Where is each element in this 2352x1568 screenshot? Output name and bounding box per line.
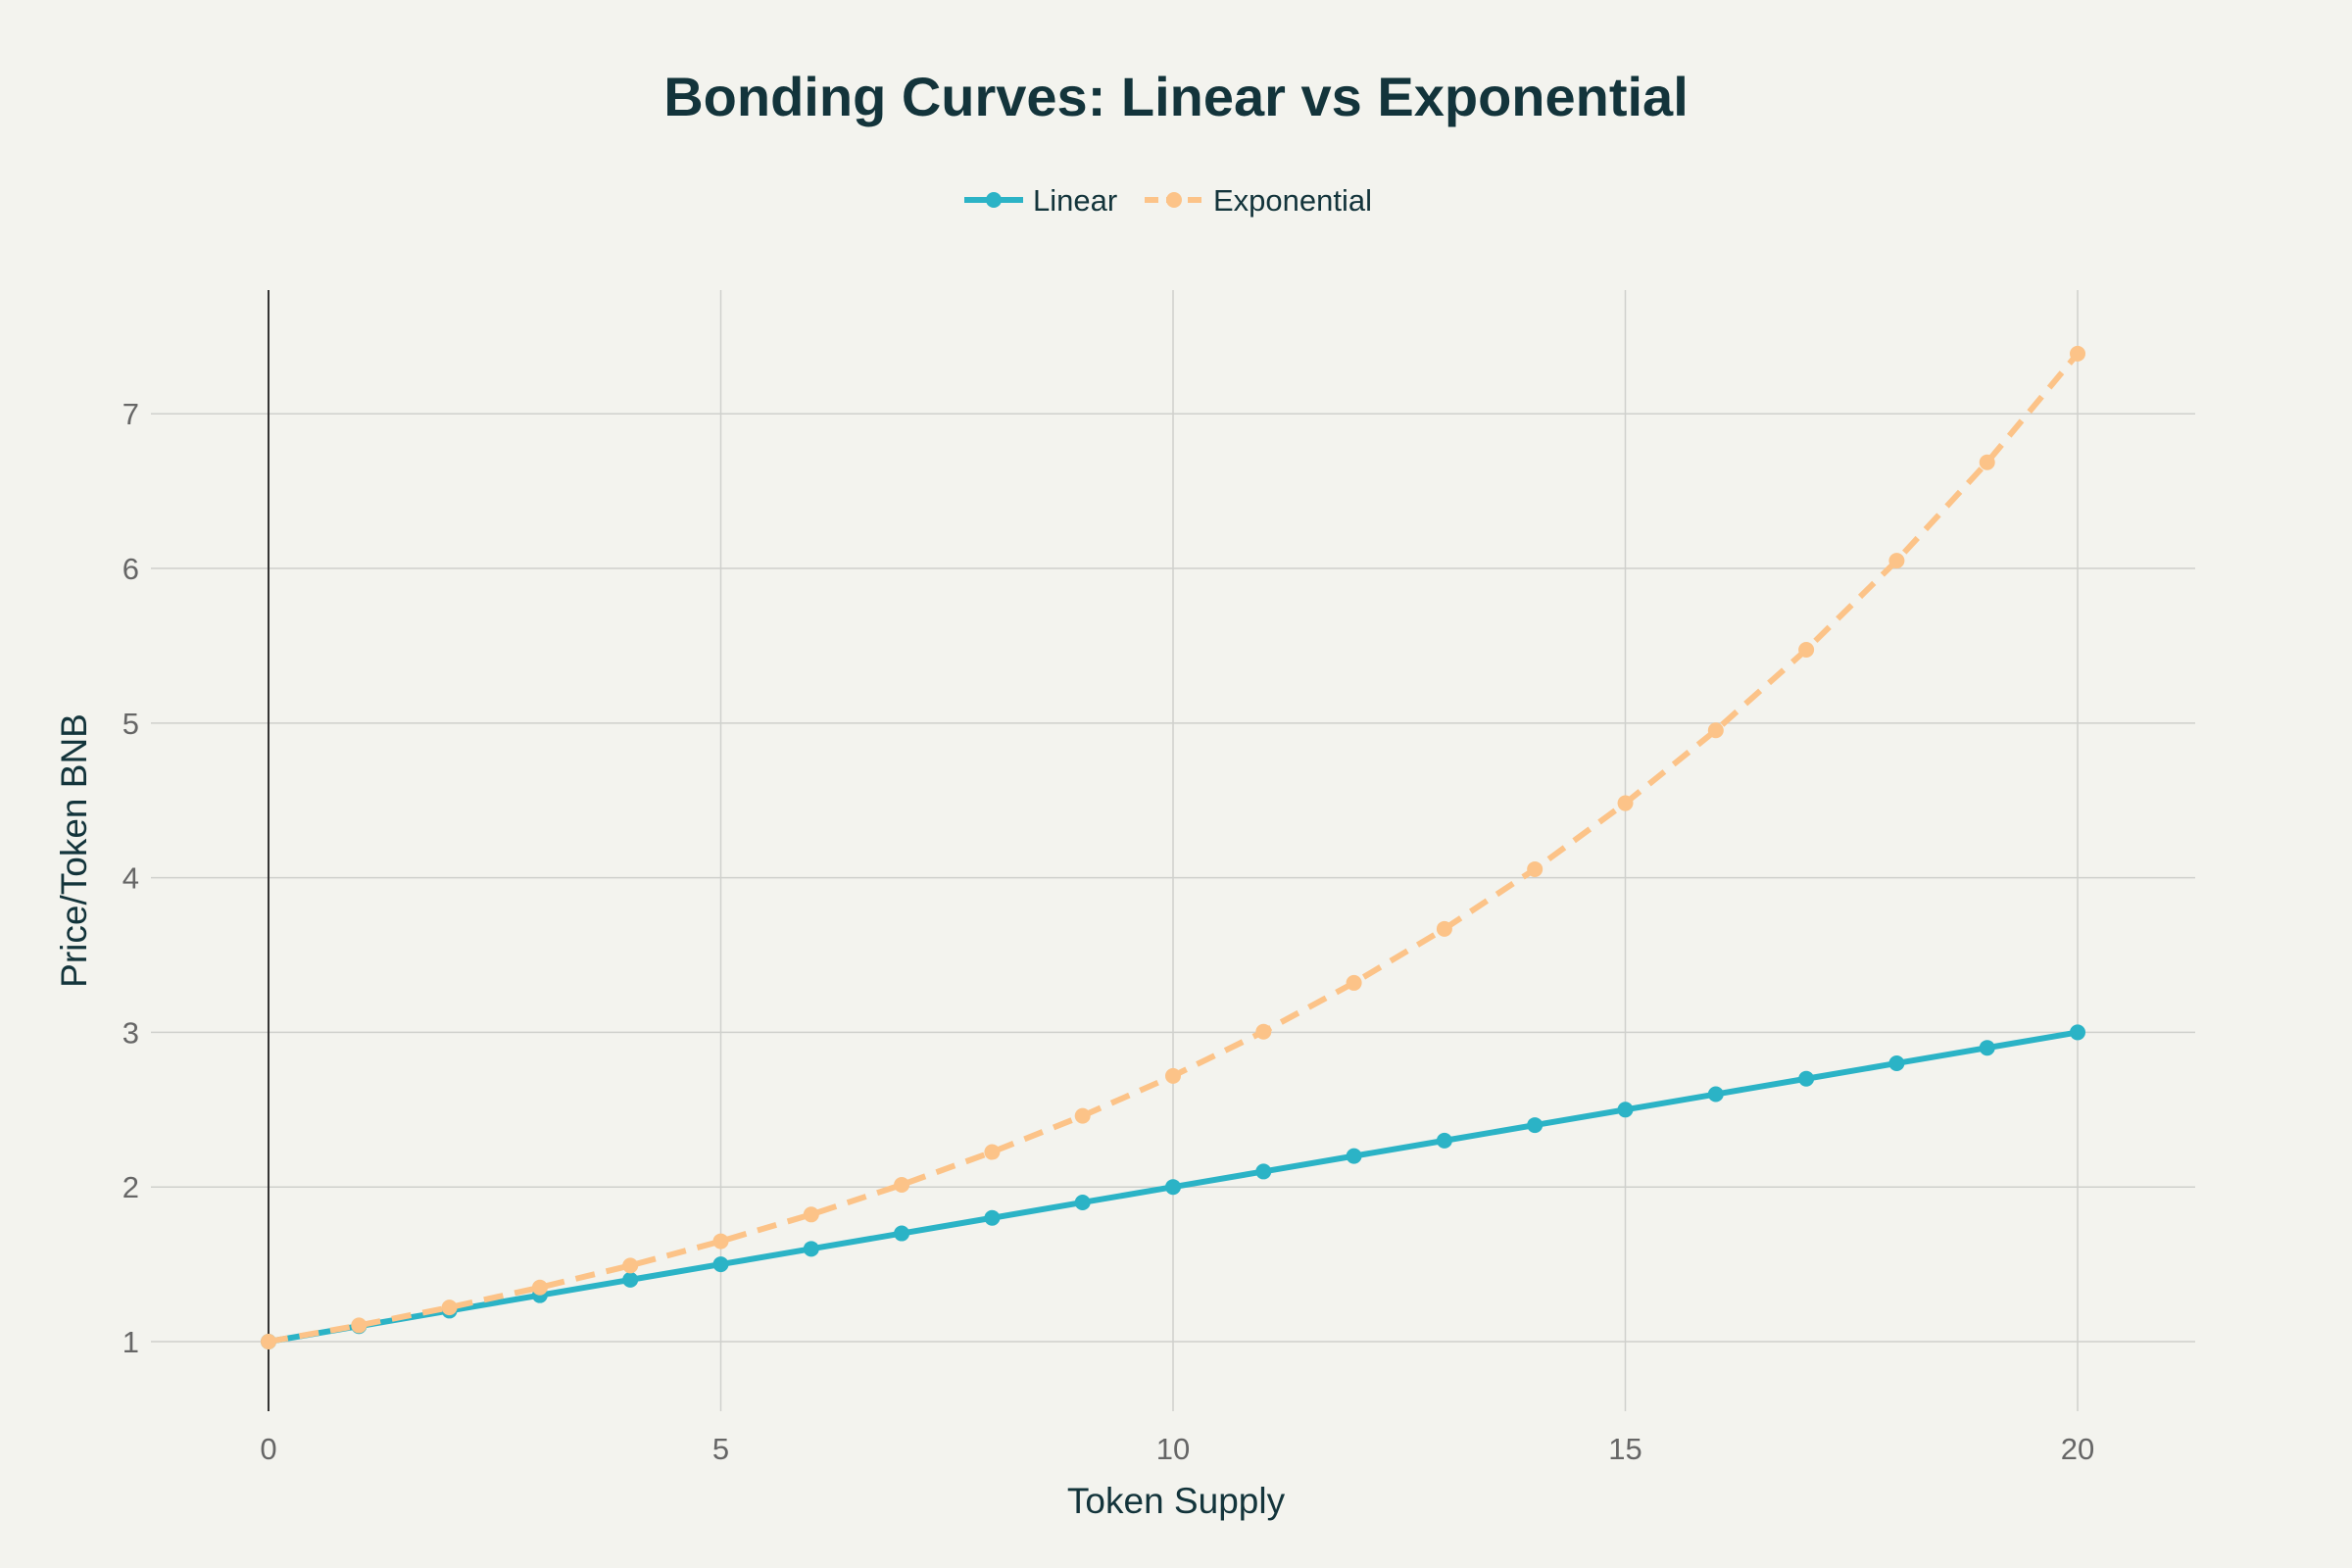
data-point-linear [1617, 1102, 1634, 1118]
x-tick-label: 10 [1156, 1432, 1190, 1466]
data-point-linear [2070, 1024, 2086, 1041]
chart-title: Bonding Curves: Linear vs Exponential [663, 66, 1689, 127]
legend-swatch-marker [986, 192, 1002, 208]
x-tick-label: 0 [260, 1432, 276, 1466]
data-point-linear [1798, 1070, 1815, 1087]
data-point-exponential [894, 1176, 910, 1193]
data-point-exponential [2070, 345, 2086, 362]
legend: Linear Exponential [964, 183, 1372, 218]
series-layer [260, 345, 2086, 1349]
data-point-linear [1888, 1054, 1905, 1071]
data-point-exponential [351, 1317, 368, 1334]
data-point-exponential [1798, 642, 1815, 659]
data-point-linear [1165, 1179, 1181, 1196]
x-tick-label: 20 [2061, 1432, 2094, 1466]
data-point-exponential [1888, 553, 1905, 569]
data-point-exponential [622, 1257, 639, 1274]
data-point-exponential [531, 1279, 548, 1296]
legend-label: Linear [1033, 183, 1117, 218]
legend-label: Exponential [1213, 183, 1372, 218]
data-point-linear [1707, 1086, 1724, 1102]
data-point-linear [803, 1241, 819, 1257]
data-point-exponential [1346, 974, 1362, 991]
data-point-exponential [260, 1333, 276, 1349]
data-point-linear [894, 1225, 910, 1242]
data-point-linear [1527, 1117, 1544, 1134]
data-point-exponential [984, 1144, 1001, 1160]
series-exponential [260, 345, 2086, 1349]
legend-swatch-marker [1166, 192, 1182, 208]
data-point-exponential [1436, 920, 1452, 937]
y-tick-label: 7 [122, 397, 139, 431]
x-axis-ticks: 0 5 10 15 20 [260, 1432, 2094, 1466]
data-point-linear [984, 1209, 1001, 1226]
y-grid [151, 413, 2195, 1343]
y-tick-label: 2 [122, 1170, 139, 1204]
data-point-exponential [1255, 1023, 1272, 1040]
data-point-linear [1346, 1148, 1362, 1164]
data-point-exponential [441, 1299, 458, 1316]
y-tick-label: 4 [122, 861, 139, 896]
data-point-exponential [1617, 795, 1634, 811]
data-point-exponential [1707, 722, 1724, 739]
data-point-exponential [1165, 1067, 1181, 1084]
data-point-linear [622, 1271, 639, 1288]
y-tick-label: 3 [122, 1015, 139, 1050]
legend-item-exponential[interactable]: Exponential [1145, 183, 1372, 218]
data-point-linear [1436, 1132, 1452, 1149]
y-axis-title: Price/Token BNB [54, 713, 94, 988]
data-point-linear [1979, 1040, 1995, 1056]
data-point-exponential [1527, 860, 1544, 877]
x-grid [719, 290, 2079, 1411]
y-tick-label: 5 [122, 707, 139, 741]
data-point-linear [712, 1256, 729, 1273]
x-tick-label: 15 [1608, 1432, 1642, 1466]
series-linear [260, 1024, 2086, 1349]
y-tick-label: 1 [122, 1325, 139, 1359]
data-point-exponential [712, 1233, 729, 1250]
y-axis-ticks: 1 2 3 4 5 6 7 [122, 397, 139, 1359]
legend-item-linear[interactable]: Linear [964, 183, 1117, 218]
data-point-exponential [803, 1206, 819, 1223]
x-axis-title: Token Supply [1067, 1481, 1286, 1521]
data-point-exponential [1074, 1107, 1091, 1124]
data-point-exponential [1979, 454, 1995, 470]
data-point-linear [1074, 1194, 1091, 1210]
data-point-linear [1255, 1163, 1272, 1180]
y-tick-label: 6 [122, 552, 139, 586]
x-tick-label: 5 [712, 1432, 729, 1466]
